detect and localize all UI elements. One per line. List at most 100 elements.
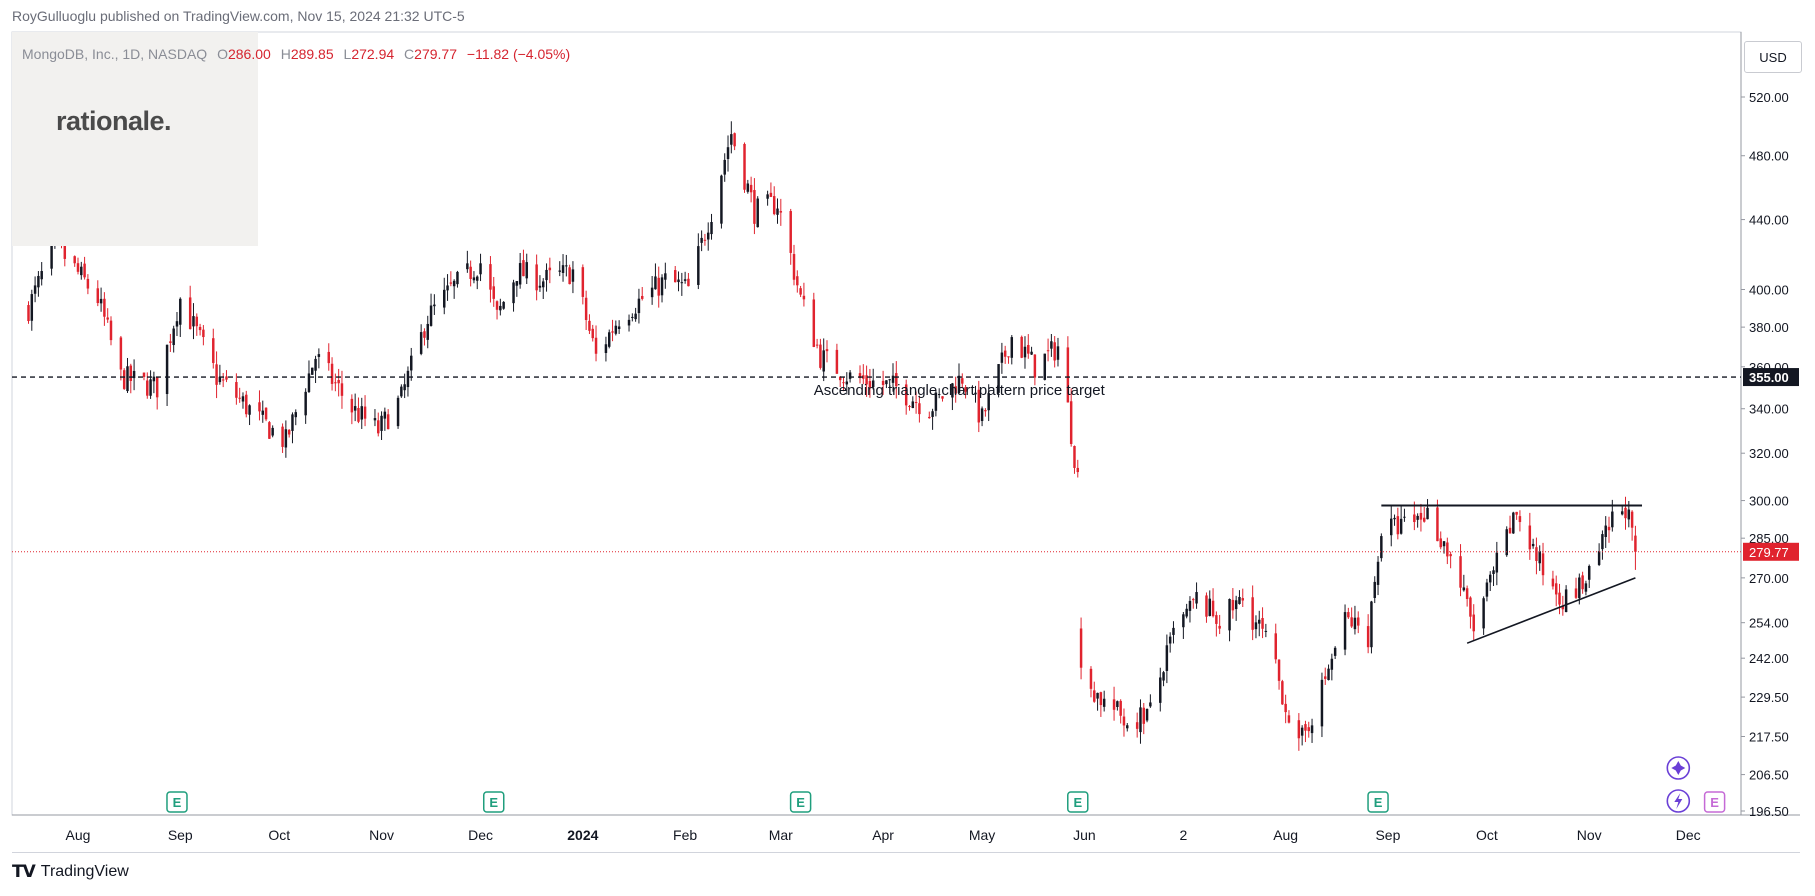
candle-body	[1165, 645, 1169, 671]
candle-body	[1611, 511, 1614, 528]
candle-body	[1053, 342, 1056, 361]
high-label: H	[280, 46, 291, 62]
candle-body	[373, 418, 377, 421]
candle-body	[607, 332, 611, 347]
candle-body	[1241, 598, 1244, 601]
candle-body	[799, 288, 802, 295]
candle-body	[1581, 575, 1584, 590]
candle-body	[27, 305, 30, 322]
candle-body	[489, 264, 492, 290]
candle-body	[122, 370, 126, 389]
candle-body	[683, 279, 687, 281]
candle-body	[1043, 353, 1047, 380]
price-tick-label: 270.00	[1749, 571, 1789, 586]
candle-body	[1459, 556, 1462, 588]
candle-body	[109, 320, 113, 341]
candle-body	[627, 319, 631, 326]
candle-body	[931, 411, 934, 417]
candle-body	[1439, 538, 1442, 548]
candle-body	[1135, 722, 1139, 729]
candle-body	[746, 183, 750, 192]
candle-body	[614, 325, 618, 334]
candle-body	[914, 402, 918, 404]
low-label: L	[343, 46, 352, 62]
candle-body	[212, 338, 215, 363]
time-tick-label: Nov	[369, 827, 394, 843]
publish-info: RoyGulluoglu published on TradingView.co…	[12, 8, 465, 24]
candle-body	[1234, 600, 1238, 610]
candle-body	[700, 237, 703, 243]
candle-body	[918, 403, 921, 415]
candle-body	[1373, 581, 1376, 598]
candle-body	[617, 326, 621, 330]
candle-body	[142, 372, 146, 377]
candle-body	[789, 211, 792, 253]
candle-body	[766, 194, 769, 199]
candle-body	[753, 190, 756, 224]
candle-body	[327, 351, 331, 364]
earnings-marker	[1067, 791, 1089, 813]
candle-body	[756, 198, 759, 228]
candle-body	[146, 380, 149, 396]
candle-body	[1495, 552, 1499, 573]
candle-body	[1020, 336, 1023, 358]
candle-body	[1347, 612, 1350, 618]
candle-body	[687, 278, 690, 287]
candle-body	[73, 256, 76, 264]
brand-logo: rationale.	[56, 106, 172, 136]
candle-body	[997, 364, 1000, 393]
candle-body	[400, 386, 403, 397]
candle-body	[561, 265, 565, 273]
candle-body	[63, 245, 67, 259]
candle-body	[720, 175, 723, 224]
candle-body	[984, 410, 987, 412]
candle-body	[1254, 622, 1258, 630]
candle-body	[1258, 619, 1261, 624]
candle-body	[1574, 588, 1578, 598]
candle-body	[410, 355, 413, 371]
candle-body	[825, 349, 829, 352]
candle-body	[518, 263, 522, 285]
candle-body	[1159, 677, 1162, 703]
candle-body	[848, 372, 852, 379]
candle-body	[743, 143, 746, 190]
symbol-name: MongoDB, Inc., 1D, NASDAQ	[22, 46, 208, 62]
candle-body	[657, 277, 660, 296]
candle-body	[535, 264, 538, 291]
time-tick-label: Jun	[1073, 827, 1096, 843]
candle-body	[1488, 574, 1492, 583]
candle-body	[258, 402, 261, 412]
candle-body	[1624, 507, 1627, 519]
candle-body	[103, 298, 106, 317]
candle-body	[1564, 589, 1568, 613]
footer-brand: 𝗧𝗩 TradingView	[12, 862, 129, 882]
currency-selector[interactable]: USD	[1744, 41, 1802, 73]
candle-body	[941, 396, 944, 399]
candle-body	[1066, 347, 1070, 403]
candle-body	[1357, 617, 1360, 626]
price-tick-label: 217.50	[1749, 730, 1789, 745]
candle-body	[888, 379, 891, 381]
earnings-marker	[166, 791, 188, 813]
candle-body	[1446, 542, 1449, 557]
candle-body	[1205, 595, 1208, 617]
time-tick-label: Nov	[1577, 827, 1602, 843]
candle-body	[1320, 679, 1324, 727]
candle-body	[1027, 344, 1030, 354]
candle-body	[904, 384, 908, 406]
candle-body	[581, 267, 585, 297]
candle-body	[792, 254, 796, 280]
candle-body	[271, 427, 274, 436]
candle-body	[281, 426, 284, 447]
candle-body	[443, 289, 446, 308]
candle-body	[525, 262, 528, 279]
candle-body	[1403, 516, 1406, 518]
candle-body	[588, 320, 591, 331]
candle-body	[80, 266, 83, 276]
candle-body	[1300, 727, 1304, 736]
candle-body	[1508, 527, 1512, 534]
candle-body	[796, 276, 799, 286]
open-value: 286.00	[227, 46, 271, 62]
candle-body	[1281, 681, 1284, 705]
